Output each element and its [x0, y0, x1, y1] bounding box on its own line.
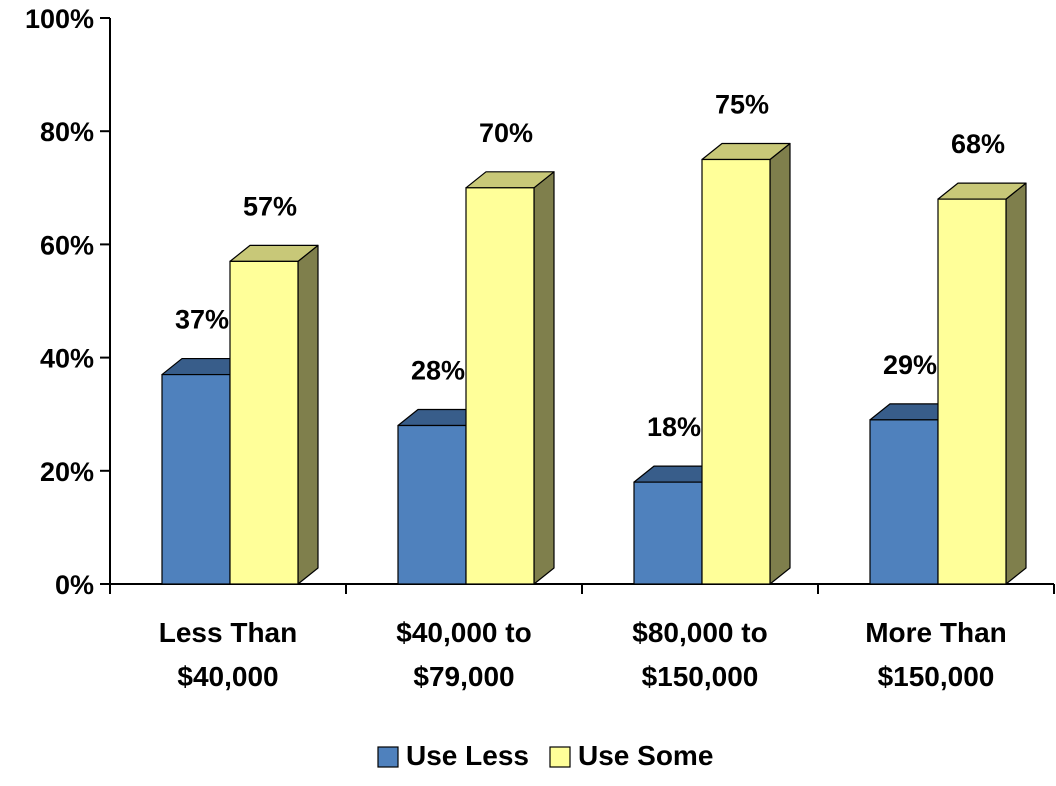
bars: [161, 142, 1027, 585]
bar-side: [769, 142, 791, 585]
data-label: 75%: [715, 90, 769, 120]
bar: [633, 481, 703, 585]
bar: [465, 187, 535, 585]
x-tick-label: More Than $150,000: [865, 617, 1007, 692]
data-label: 28%: [411, 356, 465, 386]
data-label: 29%: [883, 350, 937, 380]
data-label: 37%: [175, 305, 229, 335]
bar: [397, 424, 467, 585]
legend-label: Use Some: [578, 740, 713, 771]
bar-side: [297, 244, 319, 585]
legend-swatch: [377, 746, 399, 768]
data-labels: 37% 57% 28% 70% 18% 75% 29% 68%: [175, 90, 1005, 443]
y-tick-label: 20%: [40, 457, 94, 487]
bar: [869, 419, 939, 585]
bar-side: [533, 171, 555, 585]
y-tick-label: 40%: [40, 344, 94, 374]
bar: [229, 260, 299, 585]
y-tick-label: 100%: [25, 4, 94, 34]
y-tick-label: 0%: [55, 570, 94, 600]
y-tick-label: 80%: [40, 117, 94, 147]
bar: [701, 158, 771, 585]
legend-swatch: [549, 746, 571, 768]
bar: [161, 373, 231, 585]
x-tick-label: Less Than $40,000: [159, 617, 297, 692]
x-tick-label: $40,000 to $79,000: [396, 617, 531, 692]
data-label: 68%: [951, 129, 1005, 159]
axes: 0% 20% 40% 60% 80% 100% Less Than $40,000 $40,00…: [25, 4, 1055, 692]
legend-label: Use Less: [406, 740, 529, 771]
legend: Use Less Use Some: [377, 740, 713, 771]
x-tick-label: $80,000 to $150,000: [632, 617, 767, 692]
data-label: 57%: [243, 191, 297, 221]
data-label: 18%: [647, 412, 701, 442]
bar: [937, 198, 1007, 585]
data-label: 70%: [479, 118, 533, 148]
bar-side: [1005, 182, 1027, 585]
y-tick-label: 60%: [40, 230, 94, 260]
